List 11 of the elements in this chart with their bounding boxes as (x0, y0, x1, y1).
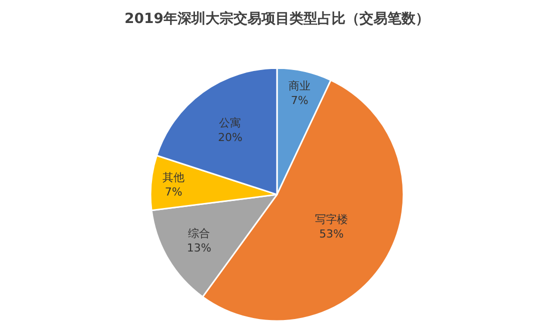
data-label: 7% (164, 185, 182, 198)
data-label: 13% (186, 241, 212, 254)
chart-title: 2019年深圳大宗交易项目类型占比（交易笔数） (124, 10, 430, 28)
slice-label: 综合 (188, 226, 210, 240)
slice-label: 其他 (162, 171, 185, 184)
slice-label: 写字楼 (314, 213, 348, 226)
data-label: 7% (290, 94, 308, 107)
data-label: 53% (319, 227, 344, 240)
slice-label: 商业 (288, 80, 311, 93)
data-label: 20% (218, 130, 242, 144)
slice-label: 公寓 (219, 116, 242, 130)
